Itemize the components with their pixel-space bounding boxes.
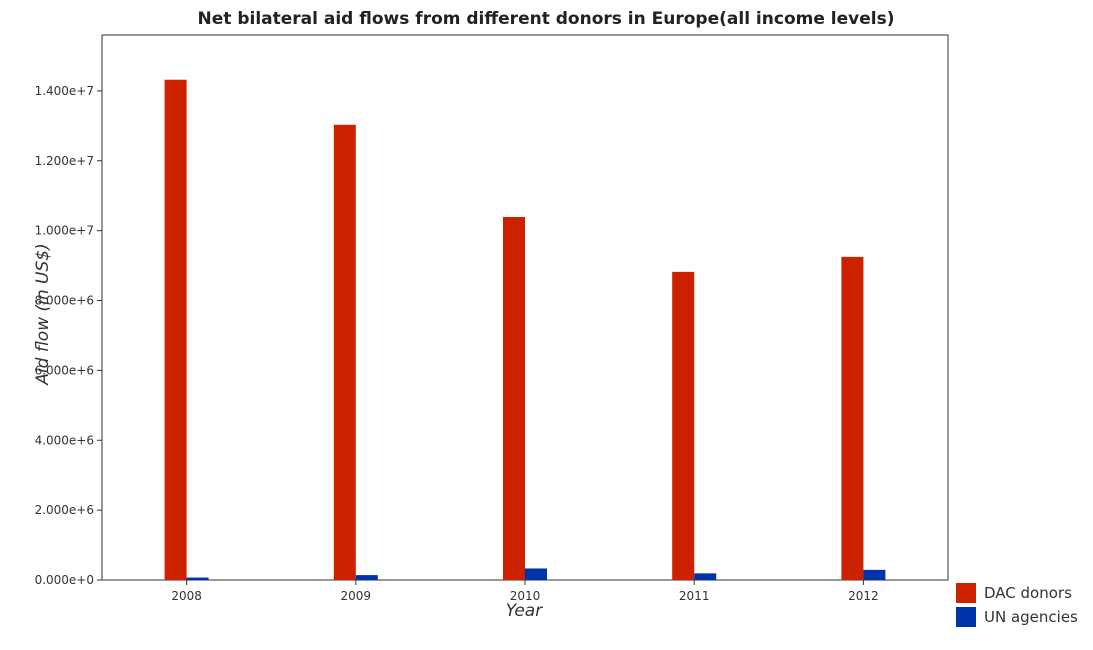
legend: DAC donors UN agencies — [956, 583, 1078, 627]
y-tick-label: 1.400e+7 — [35, 84, 94, 98]
y-tick-label: 1.000e+7 — [35, 224, 94, 238]
chart-title: Net bilateral aid flows from different d… — [198, 9, 895, 29]
x-tick-label: 2012 — [848, 589, 879, 603]
bar-un-agencies-2012 — [863, 569, 886, 580]
y-tick-label: 0.000e+0 — [35, 573, 94, 587]
legend-label: UN agencies — [984, 608, 1078, 626]
legend-swatch — [956, 583, 976, 603]
x-tick-label: 2011 — [679, 589, 710, 603]
x-tick-label: 2008 — [171, 589, 202, 603]
bar-un-agencies-2011 — [694, 573, 717, 580]
legend-swatch — [956, 607, 976, 627]
plot-area: 0.000e+0 2.000e+6 4.000e+6 6.000e+6 8.000e+6… — [35, 34, 949, 603]
bar-dac-donors-2009 — [333, 124, 356, 581]
x-axis-label: Year — [506, 601, 543, 621]
bar-un-agencies-2008 — [186, 577, 209, 580]
x-tick-label: 2009 — [341, 589, 372, 603]
bar-un-agencies-2010 — [525, 568, 547, 580]
bar-dac-donors-2008 — [164, 79, 187, 580]
bar-dac-donors-2012 — [841, 256, 864, 580]
y-tick-label: 8.000e+6 — [35, 294, 94, 308]
y-tick-label: 6.000e+6 — [35, 363, 94, 377]
x-tick-label: 2010 — [510, 589, 541, 603]
y-axis-label: Aid flow (in US$) — [33, 243, 53, 385]
y-tick-label: 1.200e+7 — [35, 154, 94, 168]
y-tick-label: 4.000e+6 — [35, 433, 94, 447]
bar-dac-donors-2010 — [503, 217, 525, 580]
y-tick-label: 2.000e+6 — [35, 503, 94, 517]
bar-dac-donors-2011 — [672, 271, 695, 580]
legend-label: DAC donors — [984, 584, 1072, 602]
bar-un-agencies-2009 — [355, 575, 378, 580]
